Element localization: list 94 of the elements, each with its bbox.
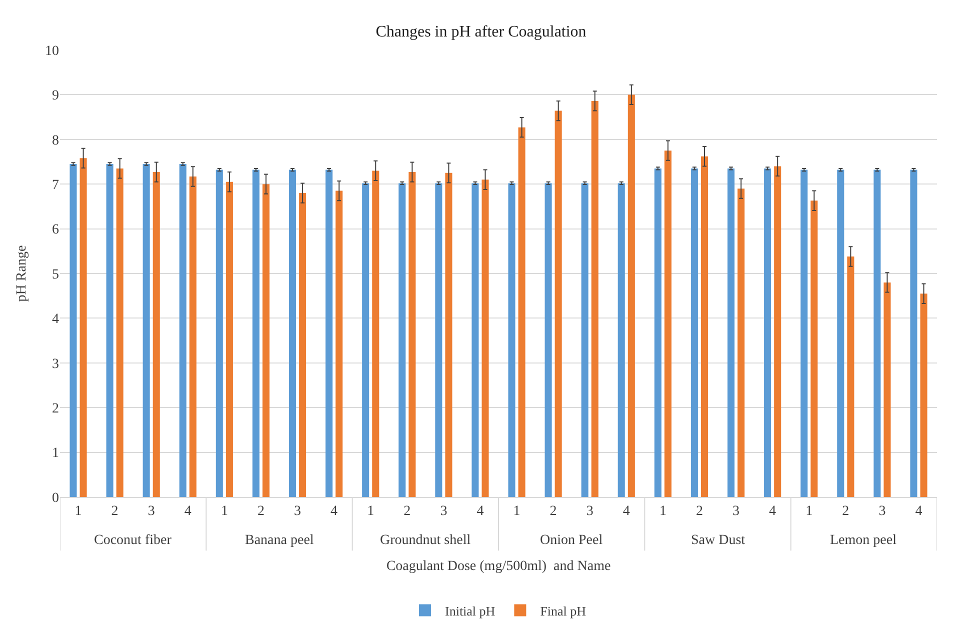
bar [628, 94, 635, 497]
x-tick-label: 3 [294, 504, 302, 519]
bar [106, 164, 114, 497]
y-tick-label: 9 [52, 88, 59, 104]
bar [727, 168, 735, 497]
bar [518, 127, 526, 497]
bar [179, 164, 186, 497]
chart-title: Changes in pH after Coagulation [376, 24, 586, 41]
bar [554, 110, 562, 497]
bar [226, 182, 233, 497]
y-axis-title: pH Range [14, 245, 30, 302]
y-tick-label: 8 [52, 133, 59, 148]
x-tick-label: 2 [696, 504, 703, 519]
text: Lemon peel [830, 533, 897, 548]
x-tick-label: 1 [659, 504, 666, 519]
bar [810, 200, 818, 497]
y-tick-label: 1 [52, 446, 59, 462]
bar [884, 282, 891, 497]
x-tick-label: 3 [440, 504, 448, 519]
y-tick-label: 5 [52, 267, 59, 282]
y-tick-label: 3 [52, 356, 59, 372]
x-tick-label: 3 [732, 504, 740, 519]
text: Coconut fiber [94, 533, 172, 548]
bar [326, 170, 333, 497]
bar [482, 180, 489, 497]
bar [874, 170, 881, 497]
bar [508, 183, 516, 497]
x-axis-title: Coagulant Dose (mg/500ml) and Name [386, 559, 611, 574]
bar [800, 170, 808, 497]
bar [764, 168, 772, 497]
bar [70, 164, 77, 497]
bar [847, 256, 854, 497]
bar [216, 170, 223, 497]
bar [299, 193, 306, 497]
y-tick-label: 0 [52, 490, 59, 506]
bar [398, 183, 406, 497]
y-tick-label: 4 [52, 312, 59, 328]
bar [362, 183, 370, 497]
bar [252, 170, 260, 497]
x-tick-label: 2 [550, 504, 557, 519]
y-tick-label: 10 [45, 44, 59, 59]
x-tick-label: 2 [257, 504, 264, 519]
bar [408, 172, 416, 497]
y-tick-label: 6 [52, 222, 59, 238]
x-tick-label: 4 [769, 504, 776, 519]
x-tick-label: 4 [915, 504, 922, 519]
bar [581, 183, 588, 497]
x-tick-label: 4 [330, 504, 338, 519]
bar [80, 158, 87, 497]
x-tick-label: 4 [476, 504, 484, 519]
text: Saw Dust [691, 533, 746, 548]
x-tick-label: 1 [806, 504, 813, 519]
bar [472, 183, 479, 497]
bar [837, 170, 844, 497]
bar [288, 170, 296, 497]
bar [690, 168, 698, 497]
bar [910, 170, 918, 497]
x-tick-label: 1 [367, 504, 374, 519]
x-tick-label: 3 [586, 504, 594, 519]
bar [445, 172, 452, 497]
bar [435, 183, 442, 497]
bar [654, 168, 662, 497]
bar [142, 164, 150, 497]
text: Onion Peel [540, 533, 603, 548]
x-tick-label: 2 [842, 504, 850, 519]
bar [372, 170, 380, 497]
y-tick-label: 7 [52, 178, 59, 193]
bar [544, 183, 552, 497]
x-tick-label: 1 [74, 504, 82, 519]
y-tick-label: 2 [52, 402, 59, 416]
text: Banana peel [245, 533, 314, 548]
x-tick-label: 2 [404, 504, 411, 519]
legend-label: Initial pH [445, 603, 496, 618]
bar [336, 190, 343, 497]
x-tick-label: 4 [622, 504, 630, 519]
x-tick-label: 3 [148, 504, 155, 519]
bar [618, 183, 625, 497]
bar [262, 184, 270, 497]
bar [152, 172, 160, 497]
bar [591, 100, 598, 497]
bar [116, 168, 124, 497]
text: Groundnut shell [380, 533, 471, 548]
bar [738, 188, 745, 497]
legend-label: Final pH [540, 603, 586, 618]
bar [664, 150, 672, 497]
x-tick-label: 3 [878, 504, 886, 519]
bar [189, 176, 196, 497]
bar [700, 156, 708, 497]
bar [920, 294, 928, 497]
x-tick-label: 1 [513, 504, 520, 519]
x-tick-label: 4 [184, 504, 192, 519]
x-tick-label: 2 [111, 504, 118, 519]
x-tick-label: 1 [220, 504, 228, 519]
bar [774, 166, 782, 497]
